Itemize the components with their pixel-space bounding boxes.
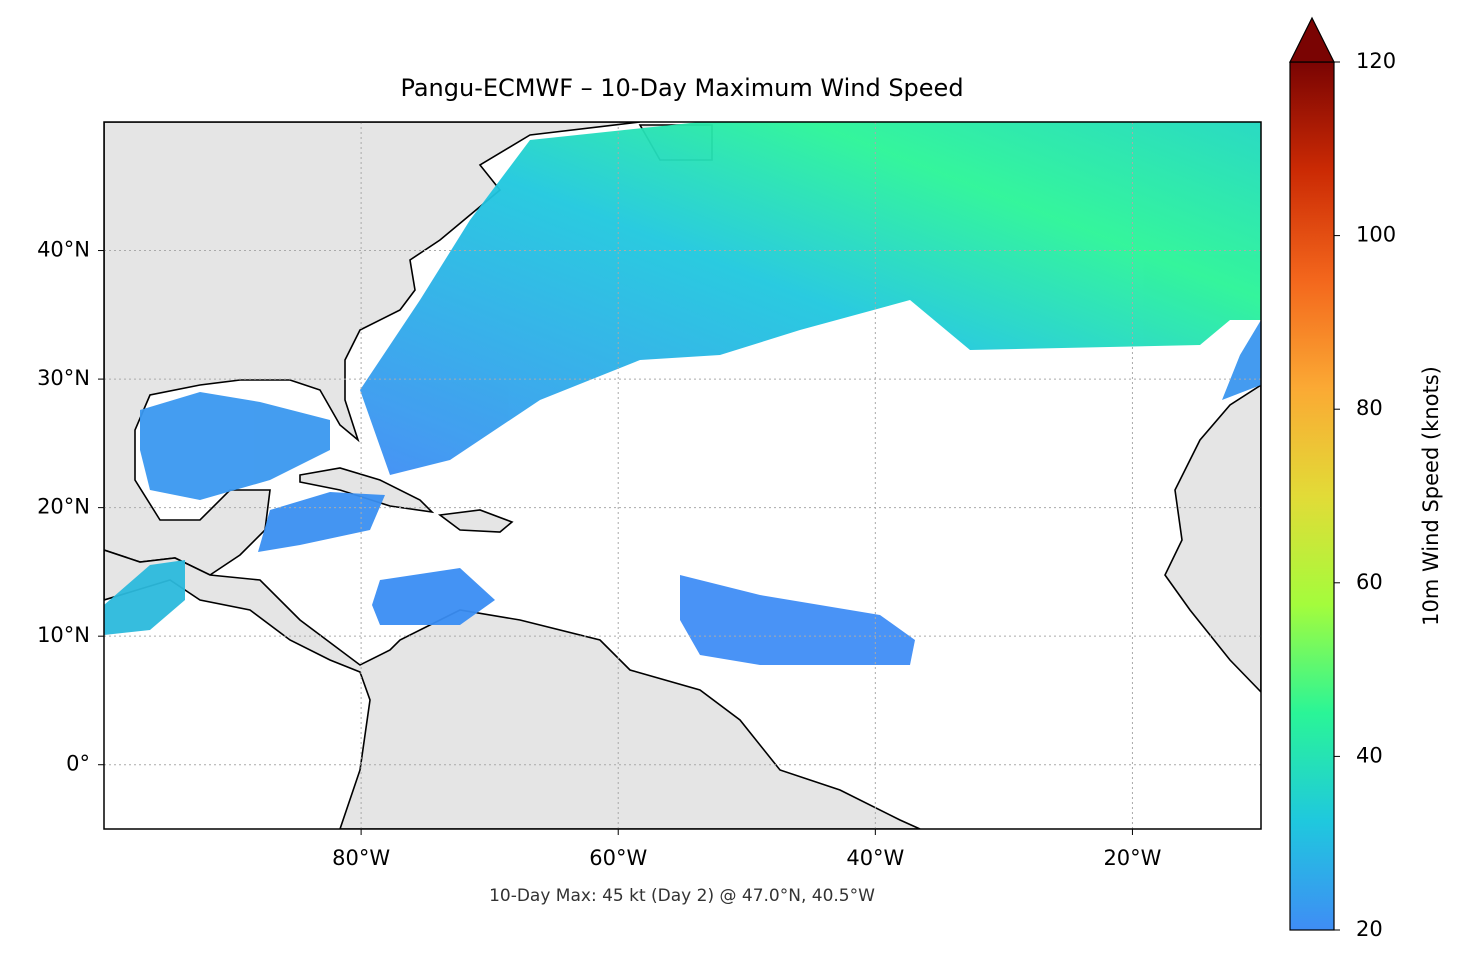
colorbar: [1289, 61, 1335, 931]
colorbar-tick-label: 60: [1356, 570, 1383, 594]
wind-area: [140, 392, 330, 500]
colorbar-tick-label: 80: [1356, 396, 1383, 420]
x-tick-label: 40°W: [846, 846, 904, 870]
wind-area: [104, 560, 185, 635]
americas: [104, 122, 641, 580]
colorbar-tick-label: 40: [1356, 743, 1383, 767]
x-tick-label: 80°W: [332, 846, 390, 870]
hispaniola: [437, 509, 514, 533]
y-tick-label: 0°: [66, 752, 90, 776]
map: [104, 122, 1261, 829]
chart-title: Pangu-ECMWF – 10-Day Maximum Wind Speed: [400, 74, 963, 102]
y-tick-label: 10°N: [37, 623, 90, 647]
axes-frame: [103, 121, 1262, 830]
colorbar-extend: [1289, 16, 1335, 63]
land: [104, 122, 1261, 829]
wind-area: [1222, 320, 1261, 400]
colorbar-tick-label: 120: [1356, 49, 1396, 73]
y-tick-label: 20°N: [37, 495, 90, 519]
colorbar-tick-label: 20: [1356, 917, 1383, 941]
x-tick-label: 60°W: [589, 846, 647, 870]
y-tick-label: 30°N: [37, 366, 90, 390]
x-tick-label: 20°W: [1103, 846, 1161, 870]
wind-area: [680, 575, 915, 665]
wind-field: [104, 122, 1261, 665]
wind-area: [372, 568, 495, 625]
wind-area: [360, 122, 1261, 475]
cuba: [299, 467, 435, 514]
y-tick-label: 40°N: [37, 238, 90, 262]
annotation: 10-Day Max: 45 kt (Day 2) @ 47.0°N, 40.5…: [489, 886, 875, 906]
africa: [1164, 384, 1261, 694]
central-south-america: [104, 549, 921, 829]
colorbar-label: 10m Wind Speed (knots): [1419, 366, 1443, 626]
wind-area: [258, 492, 385, 552]
colorbar-tick-label: 100: [1356, 223, 1396, 247]
